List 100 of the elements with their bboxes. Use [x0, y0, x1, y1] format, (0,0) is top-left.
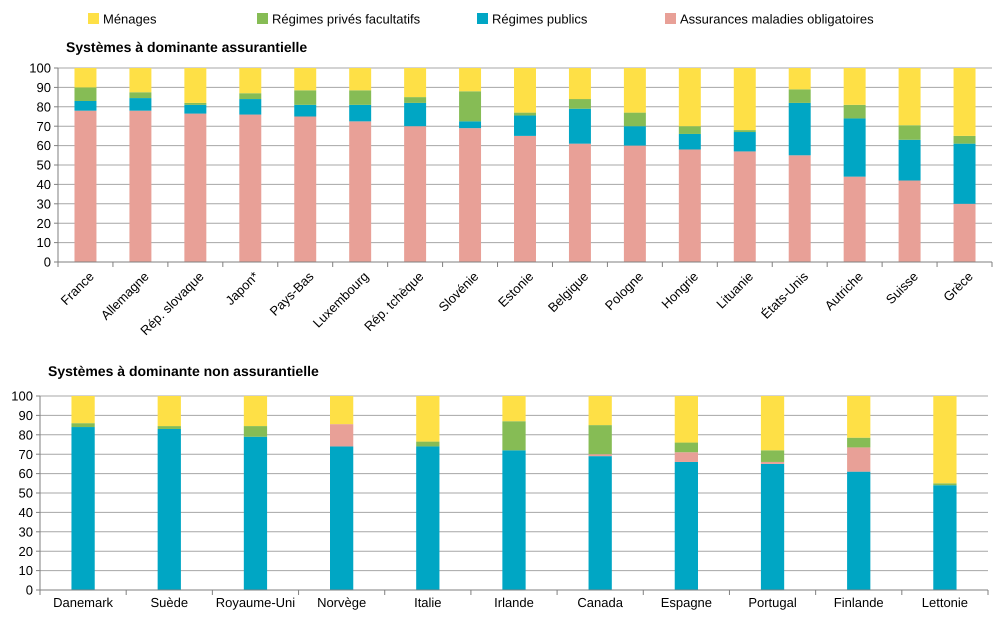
y-tick-label: 50 [36, 158, 51, 173]
bar [734, 68, 756, 130]
y-tick-label: 0 [44, 254, 51, 270]
bar [71, 423, 95, 428]
bar [678, 149, 701, 262]
bar [129, 98, 152, 111]
bar [734, 132, 756, 152]
bar [898, 180, 921, 262]
bar [568, 68, 591, 100]
bar [568, 108, 591, 144]
chart-title: Systèmes à dominante non assurantielle [48, 363, 319, 379]
bar [933, 396, 957, 484]
bar [416, 442, 440, 446]
bar [459, 68, 482, 92]
bar [294, 104, 316, 116]
legend-label: Ménages [103, 12, 157, 27]
bar [954, 204, 976, 262]
bar [674, 442, 698, 452]
x-tick-label: Italie [414, 595, 442, 610]
bar [158, 426, 181, 429]
bar [502, 421, 526, 450]
x-tick-label: Norvège [317, 595, 366, 610]
bar [349, 68, 372, 90]
y-tick-label: 0 [26, 582, 33, 598]
bar [678, 126, 701, 134]
legend-label: Assurances maladies obligatoires [680, 12, 874, 27]
bar [184, 104, 206, 114]
bar [158, 396, 181, 426]
bar [404, 126, 426, 262]
bar [954, 136, 976, 144]
x-tick-label: Lettonie [922, 595, 968, 610]
bar [74, 110, 96, 262]
bar [624, 68, 646, 113]
bar [847, 447, 870, 472]
bar [568, 144, 591, 262]
bar [844, 104, 866, 118]
bar [760, 450, 784, 462]
y-tick-label: 30 [36, 196, 51, 212]
bar [502, 450, 526, 590]
bar [74, 100, 96, 111]
bar [844, 68, 866, 105]
bar [514, 136, 536, 262]
y-tick-label: 10 [18, 563, 33, 578]
bar [624, 126, 646, 146]
bar [788, 89, 811, 103]
bar [129, 110, 152, 262]
bar [898, 125, 921, 140]
bar [330, 446, 354, 590]
bar [847, 438, 870, 448]
bar [847, 472, 870, 590]
bar [459, 91, 482, 122]
bar [416, 396, 440, 442]
bar [416, 446, 440, 590]
bar [933, 485, 957, 590]
y-tick-label: 80 [36, 99, 51, 114]
x-tick-label: Danemark [53, 595, 114, 610]
bar [349, 90, 372, 105]
bar [330, 396, 354, 424]
bar [844, 176, 866, 262]
bar [459, 128, 482, 262]
x-tick-label: Canada [577, 595, 624, 610]
bar [129, 68, 152, 92]
bar [459, 121, 482, 128]
bar [678, 134, 701, 150]
bar [788, 68, 811, 90]
bar [184, 68, 206, 103]
x-tick-label: Portugal [748, 595, 797, 610]
y-tick-label: 20 [36, 216, 51, 231]
x-tick-label: Finlande [834, 595, 884, 610]
y-tick-label: 70 [18, 446, 33, 462]
bar [514, 116, 536, 136]
y-tick-label: 40 [36, 176, 51, 192]
bar [674, 462, 698, 590]
bar [294, 116, 316, 262]
bar [129, 92, 152, 98]
bar [239, 114, 262, 262]
bar [788, 102, 811, 156]
bar [158, 428, 181, 590]
bar [404, 97, 426, 103]
y-tick-label: 10 [36, 235, 51, 250]
bar [404, 68, 426, 98]
y-tick-label: 60 [36, 138, 51, 154]
y-tick-label: 90 [18, 408, 33, 423]
bar [239, 93, 262, 100]
bar [239, 99, 262, 115]
bar [898, 68, 921, 126]
bar [514, 112, 536, 116]
y-tick-label: 20 [18, 544, 33, 559]
bar [588, 456, 612, 590]
bar [244, 396, 268, 426]
bar [514, 68, 536, 113]
bar [844, 118, 866, 177]
bar [847, 396, 870, 438]
chart-title: Systèmes à dominante assurantielle [66, 39, 308, 55]
bar [404, 102, 426, 126]
y-tick-label: 70 [36, 118, 51, 134]
x-tick-label: Royaume-Uni [216, 595, 296, 610]
bar [349, 104, 372, 122]
bar [674, 452, 698, 462]
bar [349, 121, 372, 262]
